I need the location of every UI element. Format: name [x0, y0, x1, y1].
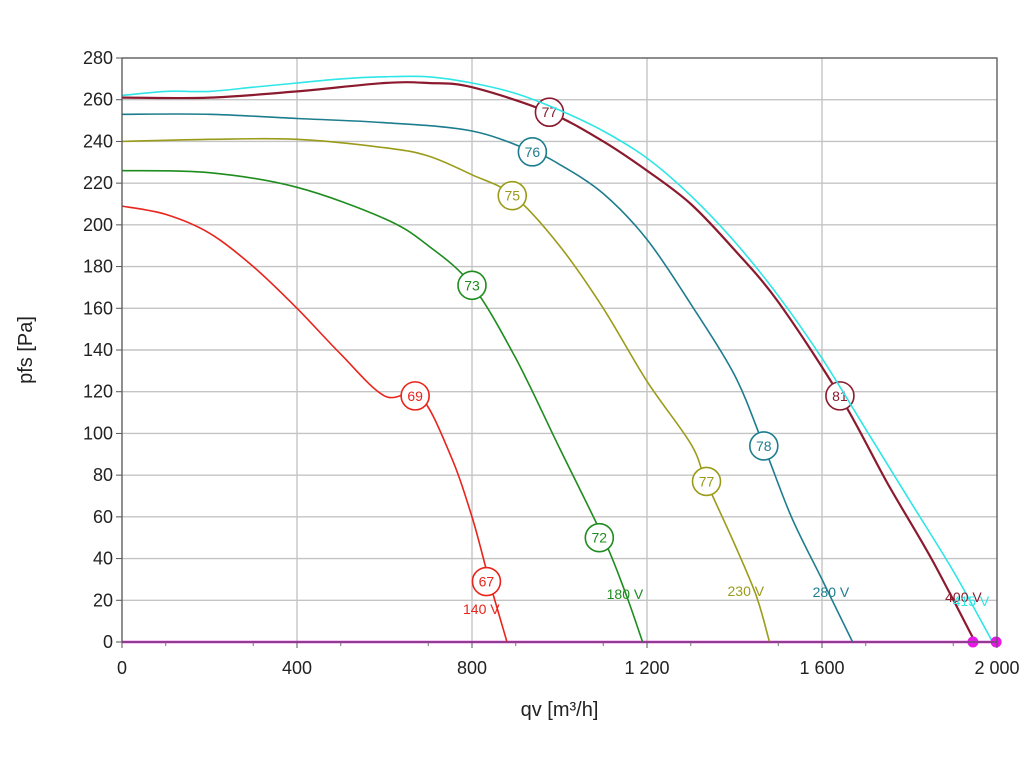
y-tick-label: 100	[83, 423, 113, 443]
y-tick-label: 260	[83, 90, 113, 110]
series-label-230-v: 230 V	[728, 583, 765, 599]
series-label-180-v: 180 V	[607, 586, 644, 602]
series-400-v: 77 81	[121, 81, 977, 643]
x-tick-label: 2 000	[974, 658, 1019, 678]
efficiency-marker	[584, 522, 615, 553]
efficiency-marker	[517, 137, 548, 167]
efficiency-marker-label: 75	[504, 188, 520, 204]
series-label-140-v: 140 V	[463, 601, 500, 617]
y-tick-label: 60	[93, 507, 113, 527]
x-axis-title: qv [m³/h]	[521, 699, 599, 721]
series-line-180-v	[121, 169, 644, 643]
series-line-415-v	[121, 75, 994, 643]
series-line-140-v	[121, 205, 508, 643]
efficiency-marker	[471, 566, 502, 597]
series-280-v: 76 78	[121, 113, 854, 643]
x-tick-label: 400	[282, 658, 312, 678]
efficiency-marker	[691, 466, 722, 497]
series-180-v: 73 72	[121, 169, 644, 643]
efficiency-marker-label: 81	[832, 388, 848, 404]
series-line-230-v	[121, 137, 771, 643]
y-tick-label: 220	[83, 173, 113, 193]
efficiency-marker	[400, 381, 430, 411]
series-line-400-v	[121, 81, 977, 643]
series-415-v	[121, 75, 994, 643]
efficiency-marker-label: 77	[699, 473, 715, 489]
y-axis-title: pfs [Pa]	[15, 316, 37, 384]
efficiency-marker	[825, 381, 855, 411]
x-tick-label: 800	[457, 658, 487, 678]
y-tick-label: 200	[83, 215, 113, 235]
y-tick-label: 140	[83, 340, 113, 360]
plot-frame	[121, 57, 998, 643]
series-line-280-v	[121, 113, 854, 643]
efficiency-marker	[497, 180, 528, 211]
efficiency-marker-label: 73	[464, 277, 480, 293]
grid	[121, 57, 998, 643]
efficiency-marker-label: 78	[756, 438, 772, 454]
y-tick-label: 0	[103, 632, 113, 652]
x-tick-label: 1 600	[799, 658, 844, 678]
y-tick-label: 40	[93, 549, 113, 569]
efficiency-marker-label: 72	[592, 530, 608, 546]
efficiency-marker	[457, 270, 487, 301]
series-230-v: 75 77	[121, 137, 771, 643]
y-tick-label: 180	[83, 257, 113, 277]
x-tick-label: 1 200	[624, 658, 669, 678]
y-tick-label: 80	[93, 465, 113, 485]
series-140-v: 69 67	[121, 205, 508, 643]
efficiency-marker-label: 69	[407, 388, 423, 404]
y-tick-label: 280	[83, 48, 113, 68]
efficiency-marker-label: 67	[479, 574, 495, 590]
y-tick-label: 20	[93, 590, 113, 610]
series-label-280-v: 280 V	[813, 584, 850, 600]
series-label-400-v: 400 V	[945, 589, 982, 605]
tick-labels: 0 20 40 60 80 100 120 140 160 180 200 220 240 260 280 0…	[83, 48, 1020, 678]
efficiency-marker-label: 76	[525, 144, 541, 160]
series-label-415-v: 415 V	[953, 593, 990, 609]
y-tick-label: 120	[83, 382, 113, 402]
x-tick-label: 0	[117, 658, 127, 678]
efficiency-marker	[749, 431, 779, 461]
y-tick-label: 240	[83, 131, 113, 151]
y-tick-label: 160	[83, 298, 113, 318]
